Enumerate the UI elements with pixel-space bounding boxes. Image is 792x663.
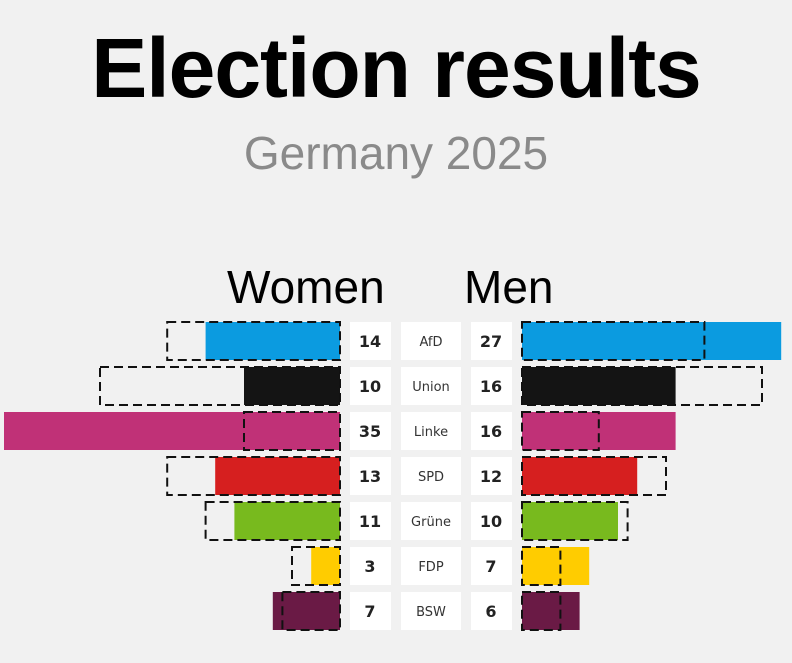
women-bar — [234, 502, 340, 540]
men-value-cell — [471, 367, 512, 405]
women-bar — [272, 592, 340, 630]
women-bar — [311, 547, 340, 585]
men-value-cell — [471, 322, 512, 360]
women-value-cell — [350, 547, 391, 585]
party-label: BSW — [416, 605, 446, 620]
women-value: 7 — [364, 602, 375, 621]
women-bar — [215, 457, 340, 495]
women-previous-outline — [204, 501, 341, 541]
men-previous-outline — [521, 501, 629, 541]
party-label-cell — [401, 547, 461, 585]
women-label: Women — [227, 261, 385, 313]
women-value-cell — [350, 457, 391, 495]
party-label-cell — [401, 322, 461, 360]
women-previous-outline — [166, 456, 341, 496]
men-value: 10 — [480, 512, 502, 531]
party-label: Grüne — [411, 515, 451, 530]
women-bar — [205, 322, 340, 360]
women-value-cell — [350, 502, 391, 540]
chart-title: Election results — [91, 21, 702, 115]
men-value: 16 — [480, 377, 502, 396]
women-value: 35 — [359, 422, 381, 441]
men-value-cell — [471, 502, 512, 540]
men-value: 16 — [480, 422, 502, 441]
men-previous-outline — [521, 366, 763, 406]
women-value-cell — [350, 412, 391, 450]
men-bar — [522, 322, 782, 360]
party-label-cell — [401, 502, 461, 540]
women-previous-outline — [243, 411, 341, 451]
women-previous-outline — [99, 366, 341, 406]
men-value-cell — [471, 547, 512, 585]
men-bar — [522, 502, 618, 540]
party-label: Union — [412, 380, 450, 395]
women-value: 3 — [364, 557, 375, 576]
women-value: 10 — [359, 377, 381, 396]
women-previous-outline — [166, 321, 341, 361]
men-value: 12 — [480, 467, 502, 486]
party-label-cell — [401, 412, 461, 450]
men-previous-outline — [521, 546, 562, 586]
women-value-cell — [350, 367, 391, 405]
men-previous-outline — [521, 411, 600, 451]
men-previous-outline — [521, 321, 706, 361]
men-value: 27 — [480, 332, 502, 351]
men-bar — [522, 547, 590, 585]
men-bar — [522, 367, 676, 405]
women-value: 13 — [359, 467, 381, 486]
men-bar — [522, 592, 580, 630]
women-value: 14 — [359, 332, 381, 351]
party-label: FDP — [418, 560, 443, 575]
party-label-cell — [401, 367, 461, 405]
women-previous-outline — [281, 591, 341, 631]
men-label: Men — [464, 261, 554, 313]
women-bar — [4, 412, 340, 450]
women-bar — [244, 367, 340, 405]
men-value-cell — [471, 457, 512, 495]
women-value: 11 — [359, 512, 381, 531]
party-label: AfD — [419, 335, 442, 350]
men-value-cell — [471, 592, 512, 630]
party-label: Linke — [414, 425, 448, 440]
party-label: SPD — [418, 470, 444, 485]
chart-subtitle: Germany 2025 — [243, 127, 549, 179]
party-label-cell — [401, 457, 461, 495]
women-value-cell — [350, 592, 391, 630]
men-previous-outline — [521, 591, 562, 631]
men-bar — [522, 412, 676, 450]
women-value-cell — [350, 322, 391, 360]
men-value: 6 — [485, 602, 496, 621]
men-previous-outline — [521, 456, 667, 496]
men-value: 7 — [485, 557, 496, 576]
men-bar — [522, 457, 638, 495]
party-label-cell — [401, 592, 461, 630]
men-value-cell — [471, 412, 512, 450]
